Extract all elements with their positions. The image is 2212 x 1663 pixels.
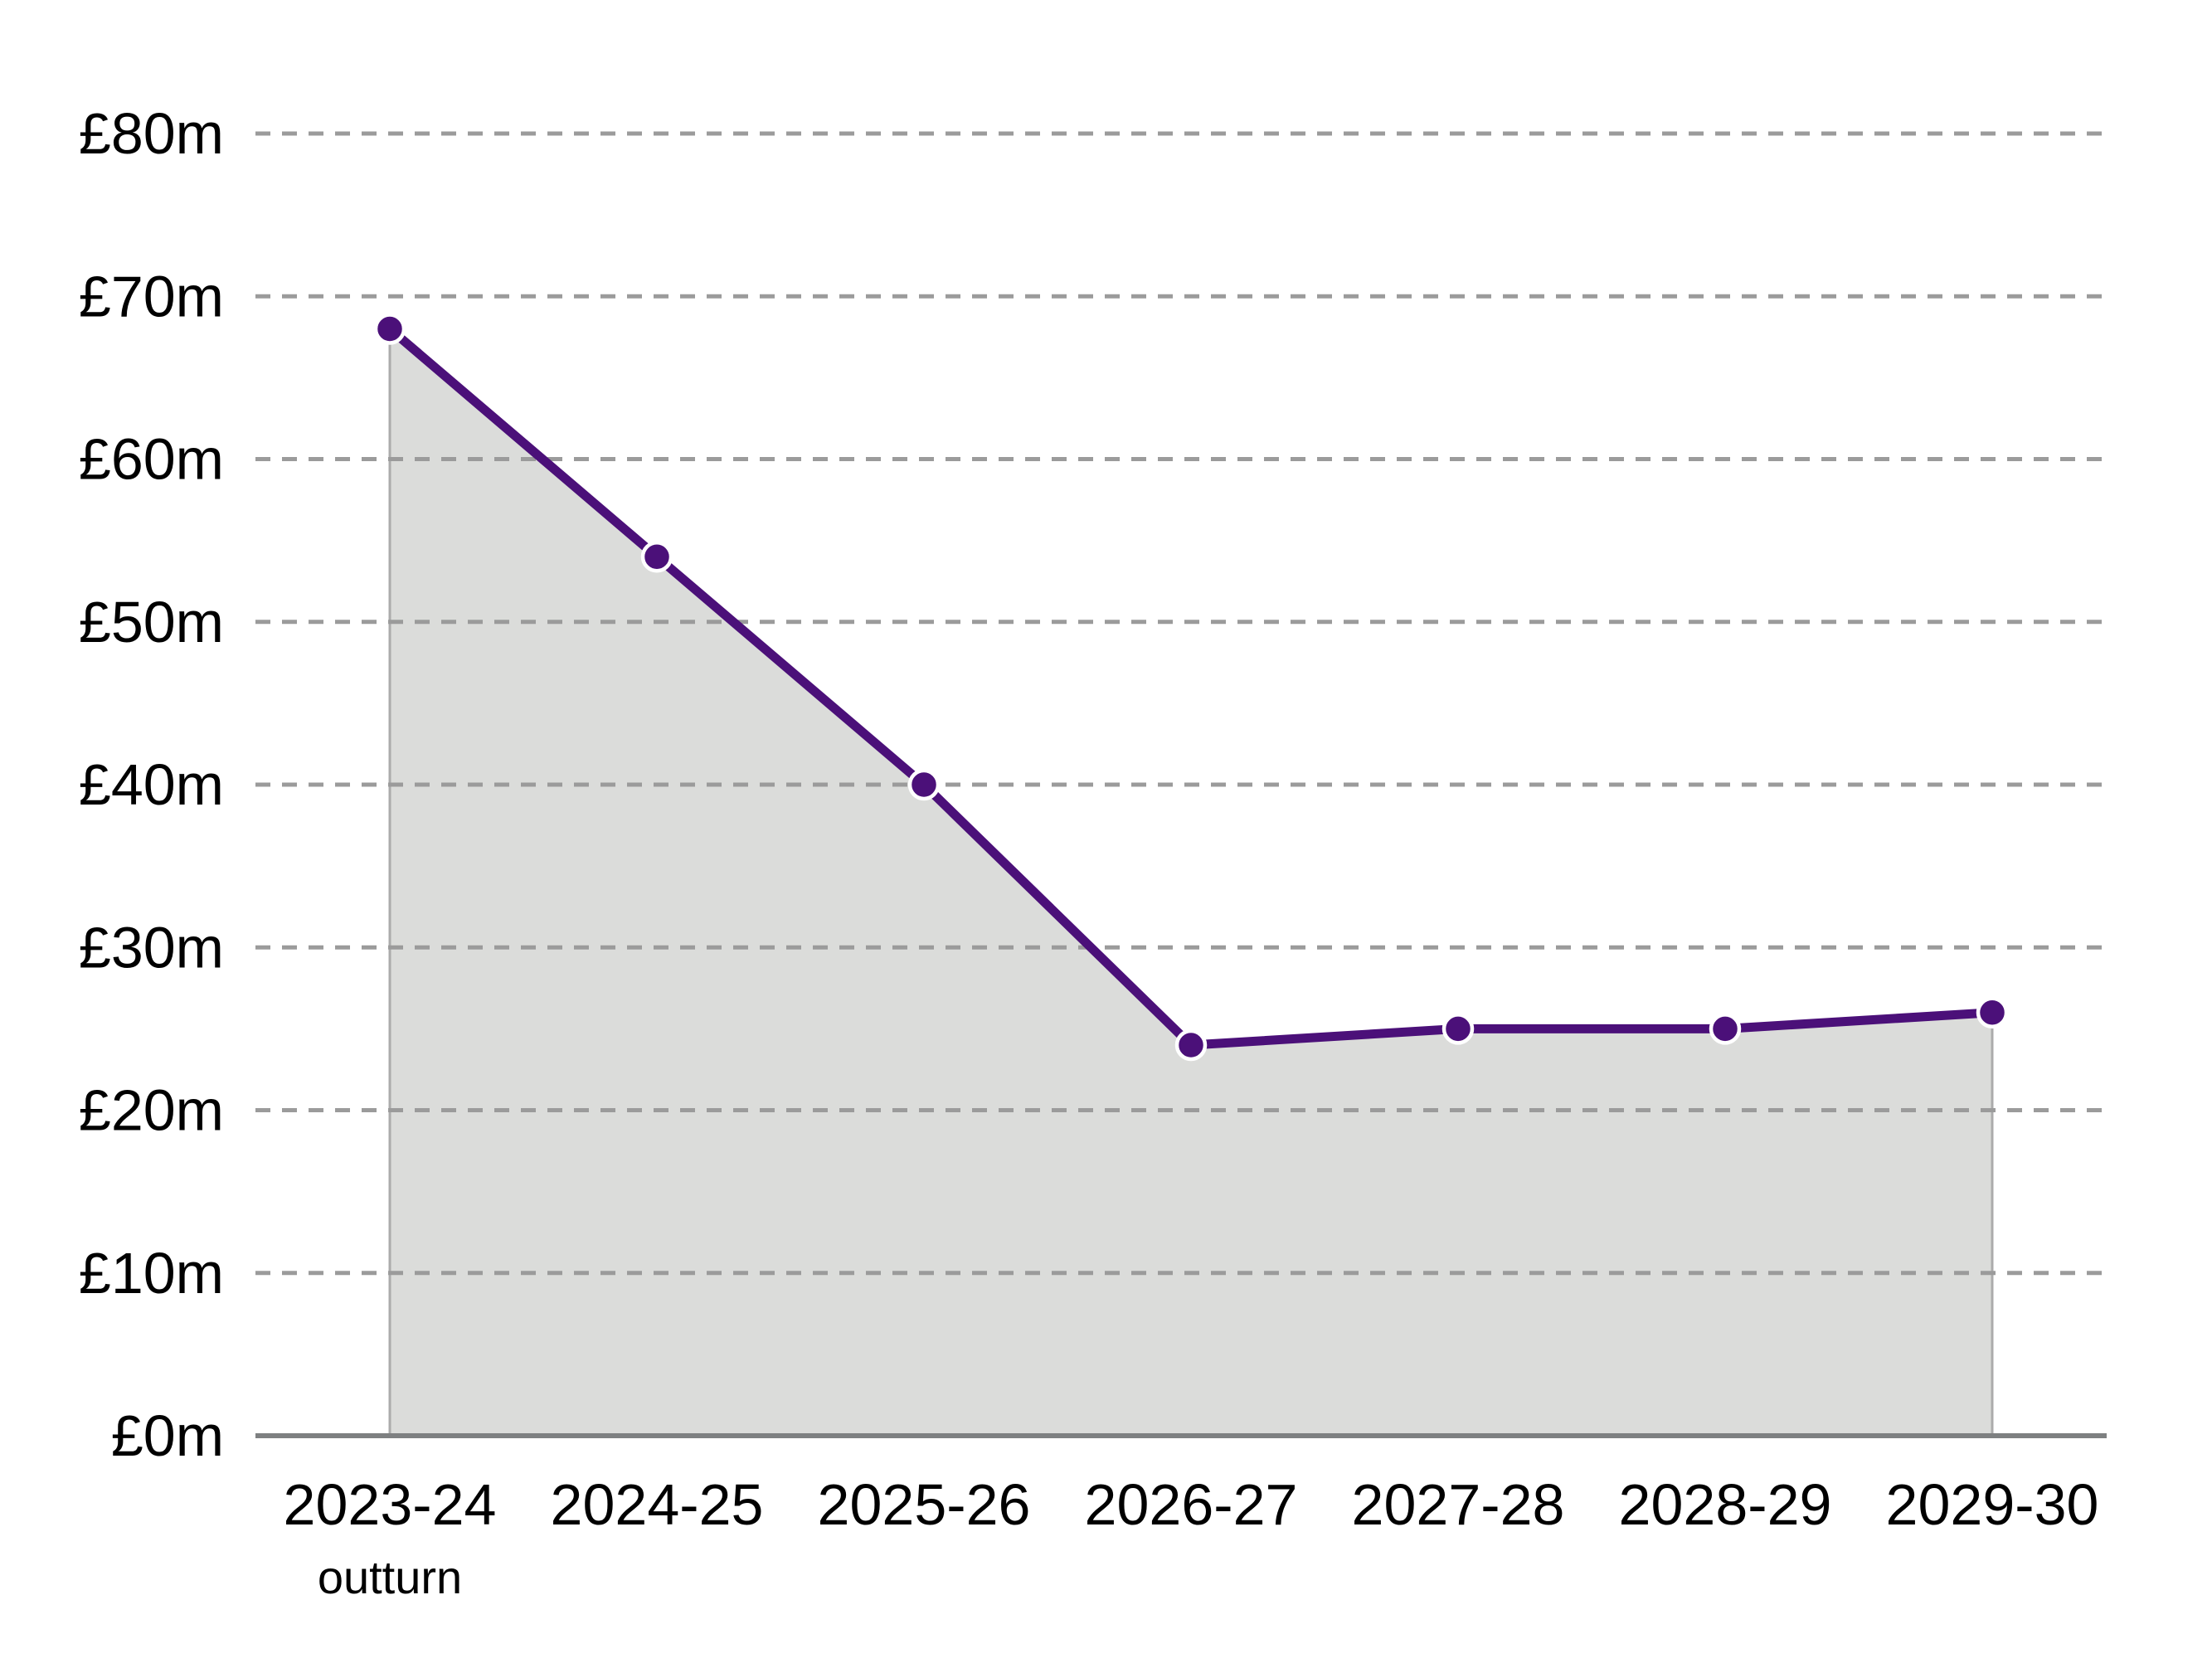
data-point-marker <box>1976 996 2009 1028</box>
y-tick-label: £60m <box>79 427 224 492</box>
y-tick-label: £30m <box>79 915 224 980</box>
data-point-marker <box>640 541 673 573</box>
gridline-layer <box>255 131 2107 1276</box>
area-edge-layer <box>388 328 1994 1436</box>
y-tick-label: £0m <box>111 1403 224 1468</box>
data-point-marker <box>373 313 406 345</box>
x-tick-label-layer: 2023-24 2024-25 2025-26 2026-27 2027-28 2028-… <box>284 1472 2099 1603</box>
data-point-marker <box>907 768 941 801</box>
area-fill <box>390 328 1992 1436</box>
x-tick-label: 2026-27 <box>1085 1472 1298 1537</box>
area-fill-layer <box>390 328 1992 1436</box>
x-tick-label: 2027-28 <box>1352 1472 1565 1537</box>
x-tick-label: 2025-26 <box>818 1472 1031 1537</box>
x-tick-label: 2024-25 <box>551 1472 764 1537</box>
y-tick-label-layer: £0m £10m £20m £30m £40m £50m £60m £70m £80m <box>79 101 224 1468</box>
y-tick-label: £80m <box>79 101 224 166</box>
y-tick-label: £50m <box>79 590 224 654</box>
y-tick-label: £70m <box>79 264 224 328</box>
y-tick-label: £20m <box>79 1078 224 1143</box>
x-tick-label: 2029-30 <box>1886 1472 2099 1537</box>
data-point-layer <box>373 313 2009 1062</box>
data-point-marker <box>1709 1013 1742 1045</box>
data-point-marker <box>1174 1028 1208 1062</box>
data-point-marker <box>1441 1013 1475 1045</box>
y-tick-label: £40m <box>79 752 224 817</box>
x-tick-sublabel-outturn: outturn <box>318 1551 462 1603</box>
y-tick-label: £10m <box>79 1241 224 1306</box>
x-tick-label: 2023-24 <box>284 1472 497 1537</box>
x-tick-label: 2028-29 <box>1619 1472 1832 1537</box>
